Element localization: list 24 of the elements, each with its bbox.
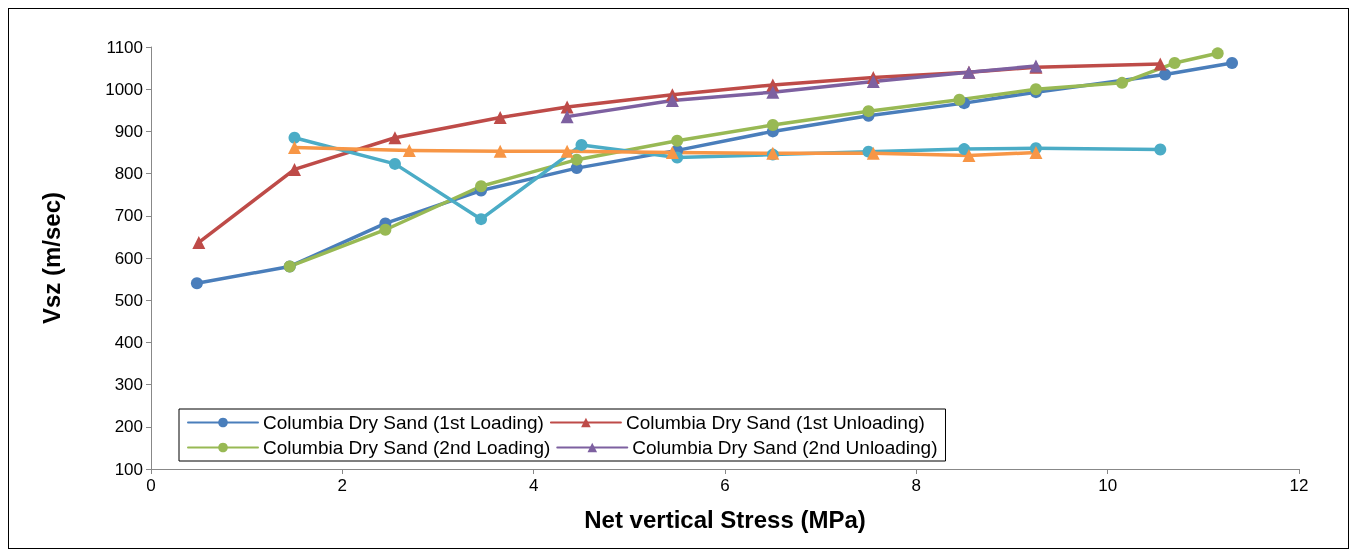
y-tick-label: 100 (114, 459, 143, 479)
x-tick-label: 8 (911, 476, 922, 495)
x-tick-label: 10 (1098, 476, 1118, 495)
x-tick-label: 4 (528, 476, 539, 495)
legend-label: Columbia Dry Sand (2nd Unloading) (632, 437, 938, 458)
y-tick-label: 400 (114, 332, 143, 352)
y-tick-label: 800 (114, 164, 143, 184)
y-tick-label: 1000 (105, 79, 143, 99)
y-tick-label: 900 (114, 121, 143, 141)
y-tick-label: 200 (114, 417, 143, 437)
legend-label: Columbia Dry Sand (2nd Loading) (263, 437, 551, 458)
y-tick-label: 600 (114, 248, 143, 268)
y-tick-label: 700 (114, 206, 143, 226)
x-tick-label: 6 (720, 476, 730, 495)
legend-label: Columbia Dry Sand (1st Unloading) (625, 412, 925, 433)
legend-label: Columbia Dry Sand (1st Loading) (263, 412, 544, 433)
x-axis-title: Net vertical Stress (MPa) (584, 505, 866, 533)
y-tick-label: 1100 (106, 37, 143, 57)
x-tick-label: 2 (337, 476, 348, 495)
y-tick-label: 500 (114, 290, 143, 310)
x-tick-label: 0 (146, 476, 156, 495)
x-tick-label: 12 (1289, 476, 1309, 495)
y-axis-title: Vsz (m/sec) (37, 191, 65, 325)
y-tick-label: 300 (114, 375, 143, 395)
